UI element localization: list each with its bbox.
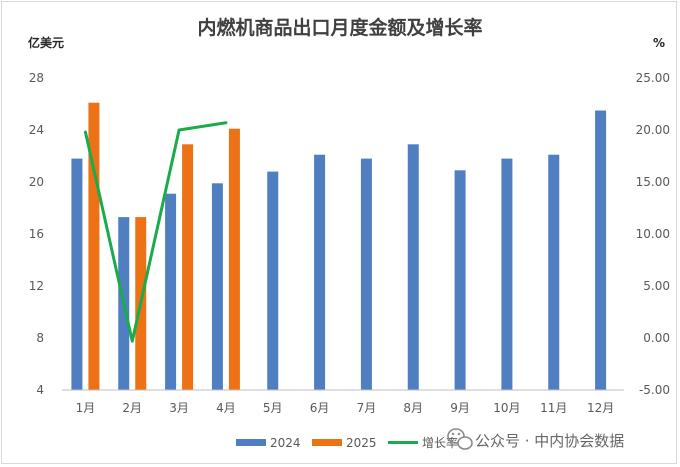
- y2-tick-label: -5.00: [639, 383, 670, 397]
- y2-tick-label: 20.00: [636, 123, 670, 137]
- y2-tick-label: 0.00: [643, 331, 670, 345]
- x-axis-tick-labels: 1月 2月 3月 4月 5月 6月 7月 8月 9月 10月 11月 12月: [76, 401, 615, 415]
- bar-2025-4月: [228, 128, 240, 390]
- x-tick-label: 1月: [76, 401, 96, 415]
- y-tick-label: 4: [36, 383, 44, 397]
- bar-2024-3月: [165, 193, 177, 390]
- growth-line-group: [83, 121, 228, 343]
- legend-swatch-2024: [236, 439, 266, 446]
- y-tick-label: 28: [29, 71, 44, 85]
- bar-2024-10月: [501, 158, 513, 390]
- bar-2024-8月: [407, 144, 419, 390]
- x-tick-label: 4月: [216, 401, 236, 415]
- y-tick-label: 8: [36, 331, 44, 345]
- watermark: 公众号 · 中内协会数据: [447, 428, 624, 450]
- watermark-text: 公众号 · 中内协会数据: [475, 432, 624, 450]
- y2-tick-label: 15.00: [636, 175, 670, 189]
- y2-tick-label: 5.00: [643, 279, 670, 293]
- legend: 2024 2025 增长率: [236, 435, 458, 450]
- y-tick-label: 16: [29, 227, 44, 241]
- wechat-icon: [447, 428, 473, 450]
- x-tick-label: 2月: [122, 401, 142, 415]
- bar-2024-9月: [454, 170, 466, 390]
- x-tick-label: 9月: [450, 401, 470, 415]
- bars-group: [71, 102, 607, 390]
- legend-label: 2024: [270, 436, 301, 450]
- growth-rate-line: [83, 121, 228, 343]
- x-tick-label: 5月: [263, 401, 283, 415]
- y2-tick-label: 10.00: [636, 227, 670, 241]
- bar-2024-11月: [548, 154, 560, 390]
- bar-2025-3月: [182, 144, 194, 390]
- bar-2024-12月: [595, 110, 607, 390]
- y-tick-label: 12: [29, 279, 44, 293]
- legend-label: 2025: [346, 436, 377, 450]
- bar-2024-6月: [314, 154, 326, 390]
- x-tick-label: 3月: [169, 401, 189, 415]
- bar-2024-7月: [360, 158, 372, 390]
- y2-axis-unit: %: [653, 36, 665, 50]
- bar-2024-4月: [211, 183, 223, 390]
- y2-axis-ticks: 25.00 20.00 15.00 10.00 5.00 0.00 -5.00: [636, 71, 670, 397]
- x-tick-label: 6月: [310, 401, 330, 415]
- y2-tick-label: 25.00: [636, 71, 670, 85]
- chart-title: 内燃机商品出口月度金额及增长率: [197, 16, 482, 39]
- bar-2024-5月: [267, 171, 279, 390]
- y-axis-unit: 亿美元: [28, 35, 64, 50]
- y-tick-label: 20: [29, 175, 44, 189]
- x-tick-label: 11月: [540, 401, 567, 415]
- x-tick-label: 7月: [357, 401, 377, 415]
- y-tick-label: 24: [29, 123, 44, 137]
- bar-2025-1月: [88, 102, 100, 390]
- x-tick-label: 10月: [493, 401, 520, 415]
- legend-swatch-2025: [312, 439, 342, 446]
- x-tick-label: 12月: [587, 401, 614, 415]
- x-tick-label: 8月: [403, 401, 423, 415]
- y-axis-ticks: 4 8 12 16 20 24 28: [29, 71, 44, 397]
- bar-2024-1月: [71, 158, 83, 390]
